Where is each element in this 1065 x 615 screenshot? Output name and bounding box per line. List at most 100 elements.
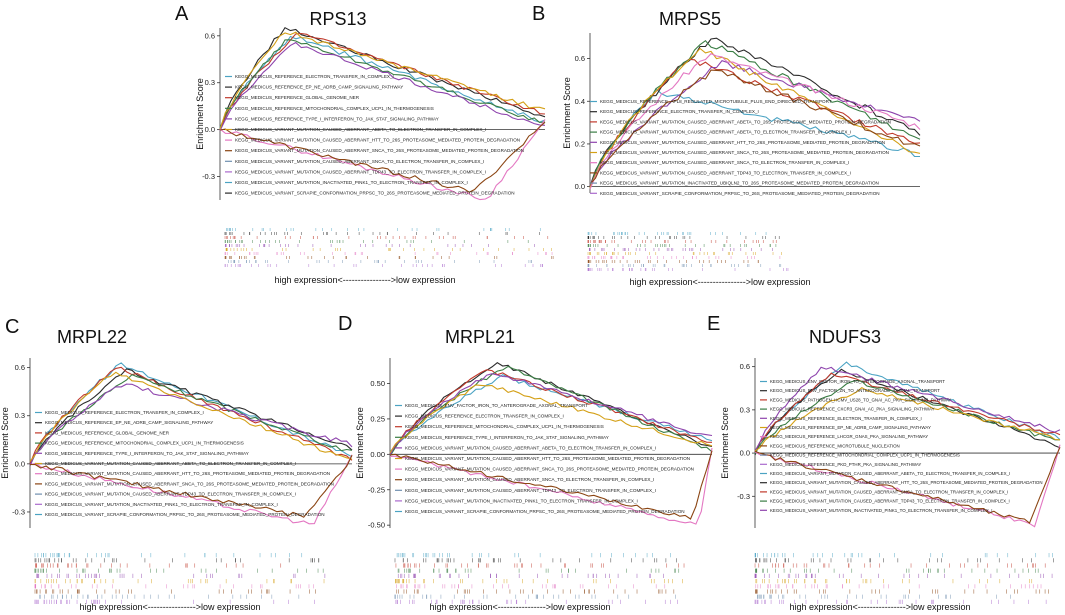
legend-entry: KEGG_MEDICUS_REFERENCE_TYPE_I_INTERFERON… bbox=[405, 435, 609, 440]
panel-label: A bbox=[175, 3, 189, 25]
legend-entry: KEGG_MEDICUS_VARIANT_MUTATION_CAUSED_ABE… bbox=[770, 499, 1010, 504]
legend-entry: KEGG_MEDICUS_VARIANT_MUTATION_CAUSED_ABE… bbox=[235, 138, 520, 143]
panel-label: C bbox=[5, 316, 19, 338]
enrichment-curve bbox=[754, 366, 1061, 452]
legend-entry: KEGG_MEDICUS_REFERENCE_ELECTRON_TRANSFER… bbox=[405, 414, 564, 419]
legend-entry: KEGG_MEDICUS_REFERENCE_ELECTRON_TRANSFER… bbox=[600, 109, 759, 114]
legend-entry: KEGG_MEDICUS_REFERENCE_EP_NE_ADRB_CAMP_S… bbox=[45, 420, 213, 425]
legend-entry: KEGG_MEDICUS_REFERENCE_LHCGR_GNAS_PKA_SI… bbox=[770, 434, 928, 439]
enrichment-curve bbox=[589, 87, 921, 188]
legend-entry: KEGG_MEDICUS_REFERENCE_CXCR3_GNAI_AC_PKA… bbox=[770, 407, 935, 412]
legend-entry: KEGG_MEDICUS_VARIANT_MUTATION_CAUSED_ABE… bbox=[770, 489, 1008, 494]
expression-caption: high expression<---------------->low exp… bbox=[789, 602, 970, 612]
enrichment-curve bbox=[589, 47, 921, 188]
enrichment-curve bbox=[754, 387, 1061, 452]
panel-title: NDUFS3 bbox=[809, 327, 881, 347]
enrichment-curve bbox=[219, 121, 546, 193]
enrichment-curve bbox=[754, 361, 1061, 455]
legend-entry: KEGG_MEDICUS_VARIANT_MUTATION_INACTIVATE… bbox=[405, 498, 638, 503]
legend-entry: KEGG_MEDICUS_REFERENCE_GLOBAL_GENOME_NER bbox=[45, 430, 170, 435]
y-tick-label: 0.3 bbox=[740, 405, 750, 414]
legend-entry: KEGG_MEDICUS_REFERENCE_TYPE_I_INTERFERON… bbox=[45, 451, 249, 456]
legend-entry: KEGG_MEDICUS_VARIANT_SCRAPIE_CONFORMATIO… bbox=[405, 509, 685, 514]
enrichment-curve bbox=[29, 373, 353, 467]
y-axis-label: Enrichment Score bbox=[355, 407, 365, 479]
y-tick-label: 0.6 bbox=[15, 363, 25, 372]
legend-entry: KEGG_MEDICUS_VARIANT_MUTATION_CAUSED_ABE… bbox=[45, 461, 296, 466]
legend-entry: KEGG_MEDICUS_VARIANT_SCRAPIE_CONFORMATIO… bbox=[45, 512, 325, 517]
y-axis-label: Enrichment Score bbox=[720, 407, 730, 479]
legend-entry: KEGG_MEDICUS_VARIANT_MUTATION_CAUSED_ABE… bbox=[235, 127, 486, 132]
legend-entry: KEGG_MEDICUS_VARIANT_MUTATION_INACTIVATE… bbox=[770, 508, 993, 513]
y-tick-label: -0.25 bbox=[368, 485, 385, 494]
legend-entry: KEGG_MEDICUS_REFERENCE_MITOCHONDRIAL_COM… bbox=[770, 453, 960, 458]
legend-entry: KEGG_MEDICUS_REFERENCE_ELECTRON_TRANSFER… bbox=[45, 410, 204, 415]
panel-label: D bbox=[338, 313, 352, 335]
enrichment-curve bbox=[29, 371, 353, 462]
enrichment-curve bbox=[389, 384, 713, 454]
enrichment-curve bbox=[389, 362, 713, 456]
y-tick-label: 0.0 bbox=[15, 459, 25, 468]
expression-caption: high expression<---------------->low exp… bbox=[429, 602, 610, 612]
enrichment-curve bbox=[389, 365, 713, 457]
legend-entry: KEGG_MEDICUS_VARIANT_MUTATION_CAUSED_ABE… bbox=[600, 150, 889, 155]
legend-entry: KEGG_MEDICUS_REFERENCE_APL8_REGULATED_MI… bbox=[600, 99, 832, 104]
legend-entry: KEGG_MEDICUS_VARIANT_MUTATION_CAUSED_ABE… bbox=[770, 480, 1043, 485]
y-axis-label: Enrichment Score bbox=[0, 407, 10, 479]
legend-entry: KEGG_MEDICUS_VARIANT_MUTATION_CAUSED_ABE… bbox=[600, 119, 891, 124]
y-tick-label: 0.25 bbox=[370, 414, 385, 423]
legend-entry: KEGG_MEDICUS_VARIANT_MUTATION_INACTIVATE… bbox=[235, 180, 468, 185]
y-tick-label: 0.3 bbox=[15, 411, 25, 420]
y-tick-label: 0.4 bbox=[575, 97, 585, 106]
y-tick-label: -0.3 bbox=[12, 507, 25, 516]
legend-entry: KEGG_MEDICUS_VARIANT_MUTATION_INACTIVATE… bbox=[45, 502, 278, 507]
y-tick-label: 0.00 bbox=[370, 450, 385, 459]
enrichment-curve bbox=[389, 450, 713, 520]
enrichment-curve bbox=[29, 366, 353, 465]
legend-entry: KEGG_MEDICUS_VARIANT_MUTATION_CAUSED_ABE… bbox=[405, 467, 694, 472]
legend-entry: KEGG_MEDICUS_VARIANT_MUTATION_CAUSED_ABE… bbox=[600, 160, 849, 165]
legend-entry: KEGG_MEDICUS_ENV_FACTOR_ZN_TO_ANTEROGRAD… bbox=[770, 388, 940, 393]
y-tick-label: 0.3 bbox=[205, 78, 215, 87]
legend-entry: KEGG_MEDICUS_VARIANT_MUTATION_CAUSED_ABE… bbox=[405, 456, 690, 461]
y-tick-label: 0.6 bbox=[575, 54, 585, 63]
y-tick-label: -0.3 bbox=[737, 492, 750, 501]
y-tick-label: -0.3 bbox=[202, 172, 215, 181]
panel-title: MRPL21 bbox=[445, 327, 515, 347]
y-axis-label: Enrichment Score bbox=[562, 77, 572, 149]
y-tick-label: 0.0 bbox=[575, 182, 585, 191]
legend-entry: KEGG_MEDICUS_VARIANT_MUTATION_CAUSED_ABE… bbox=[45, 471, 330, 476]
legend-entry: KEGG_MEDICUS_ENV_FACTOR_IRON_TO_ANTEROGR… bbox=[770, 379, 945, 384]
enrichment-curve bbox=[29, 454, 353, 525]
enrichment-curve bbox=[389, 373, 713, 456]
legend-entry: KEGG_MEDICUS_VARIANT_MUTATION_CAUSED_ABE… bbox=[45, 492, 296, 497]
legend-entry: KEGG_MEDICUS_REFERENCE_MICROTUBULE_NUCLE… bbox=[770, 443, 900, 448]
y-tick-label: 0.6 bbox=[205, 31, 215, 40]
legend-entry: KEGG_MEDICUS_VARIANT_MUTATION_CAUSED_ABE… bbox=[235, 159, 484, 164]
enrichment-curve bbox=[589, 58, 921, 188]
legend-entry: KEGG_MEDICUS_VARIANT_MUTATION_CAUSED_ABE… bbox=[600, 130, 851, 135]
expression-caption: high expression<---------------->low exp… bbox=[79, 602, 260, 612]
legend-entry: KEGG_MEDICUS_ENV_FACTOR_IRON_TO_ANTEROGR… bbox=[405, 403, 588, 408]
legend-entry: KEGG_MEDICUS_REFERENCE_GLOBAL_GENOME_NER bbox=[235, 95, 360, 100]
panel-label: B bbox=[532, 3, 545, 25]
legend-entry: KEGG_MEDICUS_VARIANT_MUTATION_CAUSED_ABE… bbox=[405, 477, 654, 482]
enrichment-curve bbox=[219, 119, 546, 201]
enrichment-curve bbox=[589, 53, 921, 190]
legend-entry: KEGG_MEDICUS_REFERENCE_ELECTRON_TRANSFER… bbox=[235, 74, 394, 79]
legend-entry: KEGG_MEDICUS_VARIANT_MUTATION_CAUSED_ABE… bbox=[405, 445, 656, 450]
legend-entry: KEGG_MEDICUS_VARIANT_MUTATION_CAUSED_ABE… bbox=[600, 170, 851, 175]
legend-entry: KEGG_MEDICUS_REFERENCE_MITOCHONDRIAL_COM… bbox=[405, 424, 604, 429]
legend-entry: KEGG_MEDICUS_VARIANT_MUTATION_CAUSED_ABE… bbox=[235, 169, 486, 174]
enrichment-curve bbox=[589, 37, 921, 187]
enrichment-curve bbox=[754, 447, 1061, 524]
y-tick-label: 0.0 bbox=[740, 449, 750, 458]
panel-title: MRPS5 bbox=[659, 9, 721, 29]
enrichment-curve bbox=[219, 39, 546, 129]
legend-entry: KEGG_MEDICUS_REFERENCE_ELECTRON_TRANSFER… bbox=[770, 416, 922, 421]
enrichment-curve bbox=[29, 455, 353, 518]
legend-entry: KEGG_MEDICUS_REFERENCE_TYPE_I_INTERFERON… bbox=[235, 116, 439, 121]
expression-caption: high expression<---------------->low exp… bbox=[629, 277, 810, 287]
y-tick-label: 0.2 bbox=[575, 139, 585, 148]
panel-title: RPS13 bbox=[309, 9, 366, 29]
